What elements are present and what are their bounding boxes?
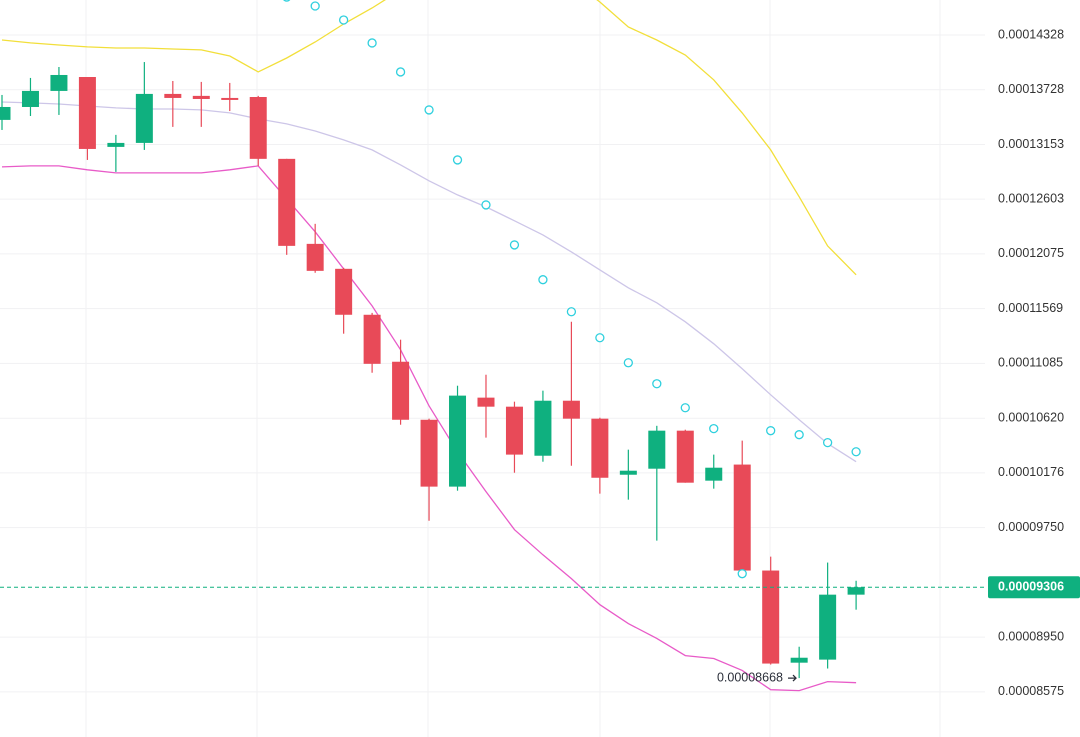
candle-body [278,158,296,246]
sar-dot [509,240,520,250]
band-line [1,165,857,692]
candle-body [477,397,495,407]
sar-dot [452,155,463,165]
y-tick-label: 0.00014328 [998,27,1064,41]
y-tick-label: 0.00012075 [998,246,1064,260]
candle-body [363,314,381,364]
y-tick-label: 0.00011569 [998,301,1063,315]
candle-body [107,142,125,147]
low-annotation: 0.00008668 [717,670,783,684]
candle-body [249,97,267,159]
candle-body [221,97,239,100]
band-line [1,0,857,276]
candle-body [562,400,580,419]
candle-body [135,93,153,143]
candle-body [676,430,694,483]
candle-body [449,395,467,487]
y-tick-label: 0.00011085 [998,356,1063,370]
sar-dot [338,15,349,25]
sar-dot [822,437,833,448]
candle-body [705,467,723,481]
sar-dot [310,1,320,11]
sar-dot [595,333,605,343]
y-tick-label: 0.00010176 [998,465,1064,479]
candle-body [619,470,637,475]
candle-body [306,243,324,271]
band-line [1,101,857,463]
sar-dot [367,38,377,48]
candle-body [733,464,751,571]
y-tick-label: 0.00008950 [998,629,1064,643]
candle-body [505,406,523,455]
candle-body [534,400,552,456]
candle-body [50,74,68,91]
sar-dot [538,275,548,285]
sar-dot [395,67,406,77]
candle-body [819,594,837,660]
y-tick-label: 0.00009750 [998,520,1064,534]
sar-dot [481,200,491,210]
sar-dot [851,447,861,457]
candle-body [192,95,210,99]
sar-dot [766,426,776,436]
candle-body [790,657,808,663]
sar-dot [652,379,662,389]
sar-dot [623,358,633,368]
annotation-arrow [788,674,797,682]
sar-dot [566,307,577,317]
candle-body [21,90,39,107]
y-tick-label: 0.00013153 [998,137,1064,151]
y-axis: 0.00014328 0.00013728 0.00013153 0.00012603… [988,27,1080,698]
candle-body [762,570,780,664]
candle-body [78,77,96,149]
candle-body [164,93,182,98]
sar-dot [794,430,804,440]
sar-dot [709,423,719,434]
candle-body [591,418,609,478]
y-tick-label: 0.00010620 [998,410,1064,424]
sar-dot [424,105,434,115]
last-price-label: 0.00009306 [998,580,1064,594]
y-tick-label: 0.00012603 [998,191,1064,205]
last-price-box [988,576,1080,599]
candle-body [847,587,865,595]
candle-body [392,361,410,420]
candle-body [0,106,11,120]
sar-dot [283,0,291,2]
grid [0,34,985,693]
candle-body [420,419,438,487]
y-tick-label: 0.00008575 [998,684,1064,698]
sar-dot [737,569,747,579]
y-tick-label: 0.00013728 [998,82,1064,96]
plot: 0.00008668 [0,0,985,692]
vertical-grid [85,0,941,737]
sar-dot [680,403,690,413]
candle-body [648,430,666,469]
candle-body [335,268,353,315]
